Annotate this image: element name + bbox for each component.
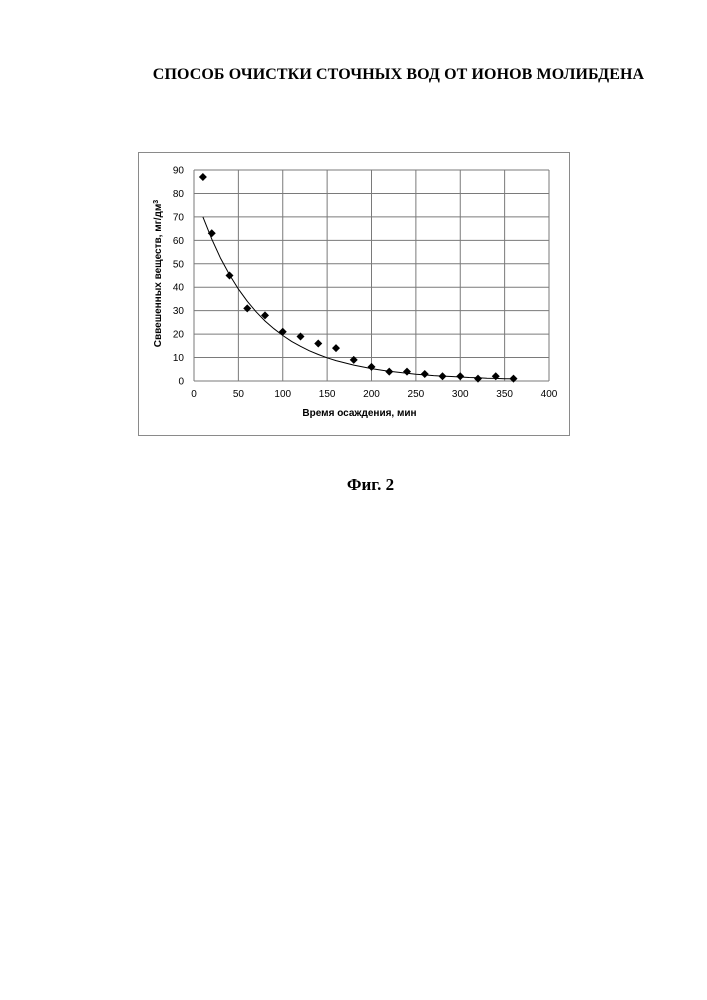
y-axis-label-superscript: 3 bbox=[153, 200, 160, 204]
x-axis-label: Время осаждения, мин bbox=[302, 408, 416, 419]
y-tick-label: 50 bbox=[173, 259, 185, 270]
y-tick-label: 90 bbox=[173, 166, 185, 177]
x-tick-label: 200 bbox=[363, 389, 380, 400]
data-point bbox=[226, 272, 234, 280]
data-points bbox=[199, 173, 518, 383]
chart-frame: 0 10 20 30 40 50 60 70 80 90 0 50 100 150 200 250 300 35… bbox=[138, 152, 570, 436]
chart-gridlines bbox=[194, 170, 549, 381]
y-tick-label: 10 bbox=[173, 353, 185, 364]
x-tick-label: 0 bbox=[191, 389, 197, 400]
decay-scatter-chart: 0 10 20 30 40 50 60 70 80 90 0 50 100 150 200 250 300 35… bbox=[139, 153, 569, 435]
y-axis-label: Сввешенных веществ, мг/дм3 bbox=[153, 200, 165, 348]
x-axis-ticks: 0 50 100 150 200 250 300 350 400 bbox=[191, 389, 558, 400]
document-title: СПОСОБ ОЧИСТКИ СТОЧНЫХ ВОД ОТ ИОНОВ МОЛИ… bbox=[0, 66, 707, 84]
x-tick-label: 350 bbox=[496, 389, 513, 400]
y-tick-label: 0 bbox=[178, 377, 184, 388]
y-tick-label: 40 bbox=[173, 283, 185, 294]
y-tick-label: 20 bbox=[173, 330, 185, 341]
data-point bbox=[421, 370, 429, 378]
y-tick-label: 80 bbox=[173, 189, 185, 200]
x-tick-label: 50 bbox=[233, 389, 245, 400]
y-tick-label: 30 bbox=[173, 306, 185, 317]
figure-caption: Фиг. 2 bbox=[0, 475, 707, 495]
data-point bbox=[208, 229, 216, 237]
data-point bbox=[332, 344, 340, 352]
trendline bbox=[203, 217, 514, 379]
data-point bbox=[456, 372, 464, 380]
y-axis-ticks: 0 10 20 30 40 50 60 70 80 90 bbox=[173, 166, 185, 388]
y-tick-label: 70 bbox=[173, 212, 185, 223]
data-point bbox=[199, 173, 207, 181]
x-tick-label: 150 bbox=[319, 389, 336, 400]
data-point bbox=[314, 339, 322, 347]
x-tick-label: 400 bbox=[541, 389, 558, 400]
data-point bbox=[439, 372, 447, 380]
data-point bbox=[368, 363, 376, 371]
x-tick-label: 300 bbox=[452, 389, 469, 400]
x-tick-label: 100 bbox=[274, 389, 291, 400]
y-tick-label: 60 bbox=[173, 236, 185, 247]
data-point bbox=[492, 372, 500, 380]
x-tick-label: 250 bbox=[408, 389, 425, 400]
data-point bbox=[385, 368, 393, 376]
data-point bbox=[403, 368, 411, 376]
y-axis-label-text: Сввешенных веществ, мг/дм bbox=[153, 204, 164, 348]
